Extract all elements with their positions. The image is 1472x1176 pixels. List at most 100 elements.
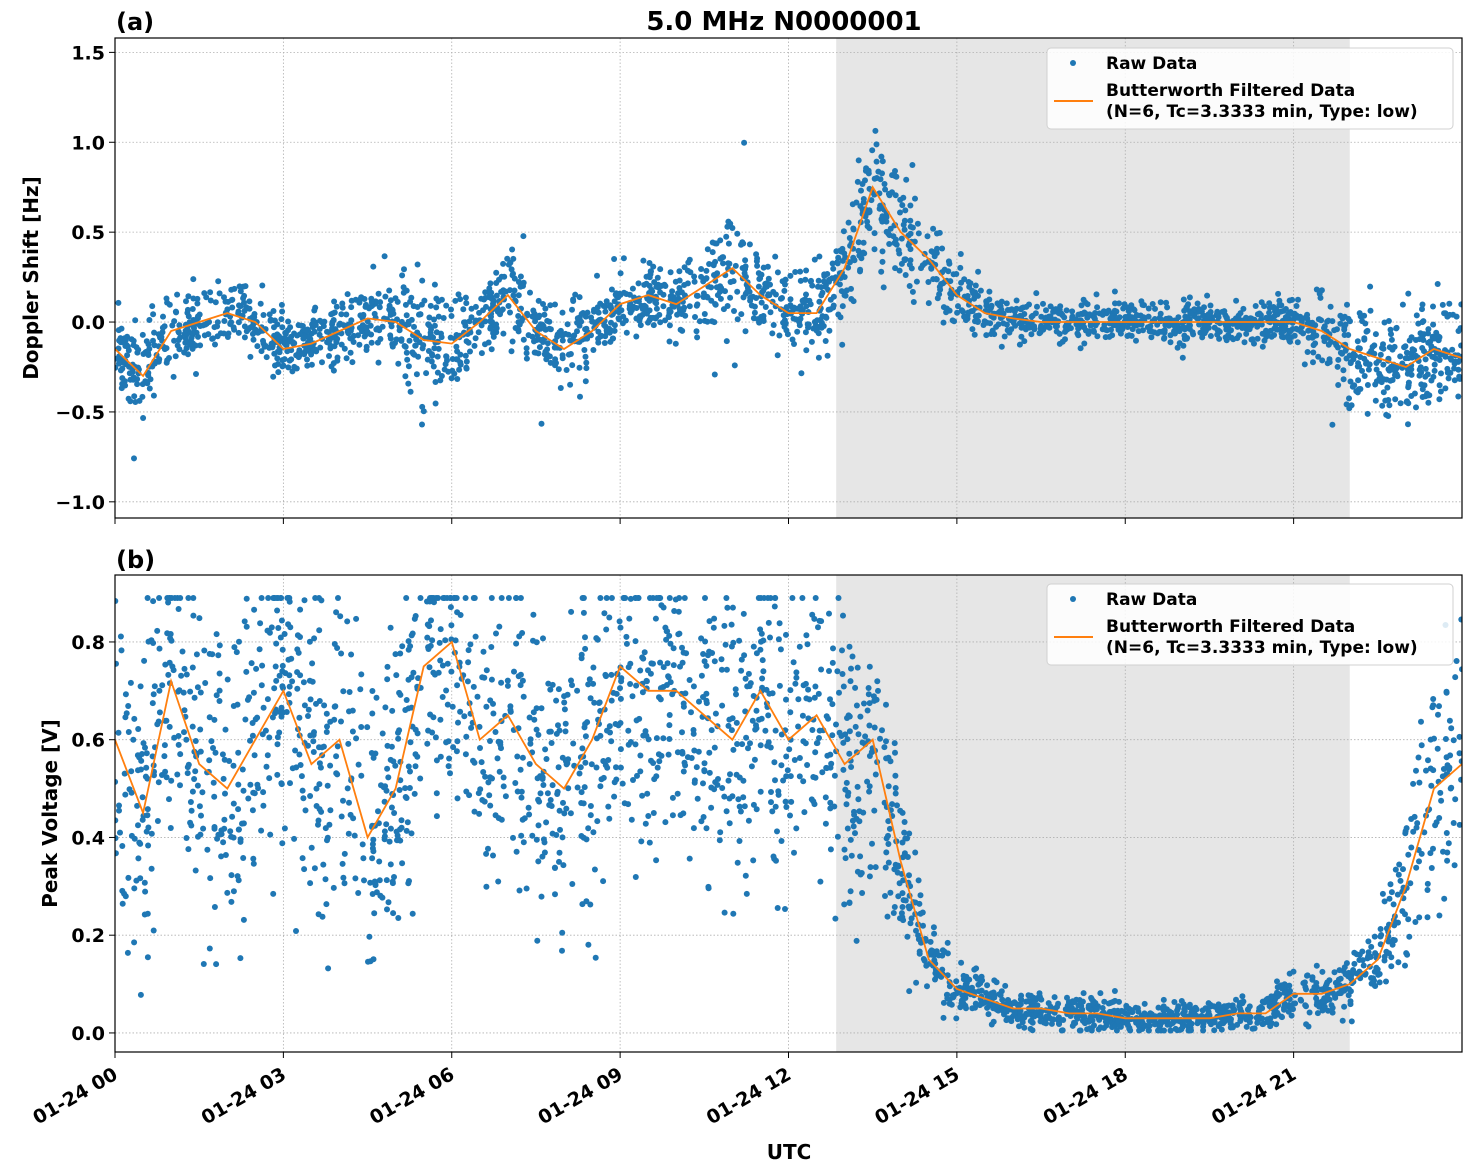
raw-data-point (520, 233, 526, 239)
raw-data-point (737, 804, 743, 810)
raw-data-point (723, 234, 729, 240)
raw-data-point (545, 340, 551, 346)
raw-data-point (743, 328, 749, 334)
raw-data-point (972, 318, 978, 324)
raw-data-point (1443, 736, 1449, 742)
raw-data-point (650, 264, 656, 270)
raw-data-point (776, 636, 782, 642)
raw-data-point (1338, 350, 1344, 356)
raw-data-point (151, 393, 157, 399)
raw-data-point (812, 684, 818, 690)
raw-data-point (725, 303, 731, 309)
raw-data-point (363, 304, 369, 310)
raw-data-point (912, 850, 918, 856)
raw-data-point (493, 631, 499, 637)
raw-data-point (157, 709, 163, 715)
raw-data-point (1285, 335, 1291, 341)
raw-data-point (803, 292, 809, 298)
raw-data-point (299, 323, 305, 329)
raw-data-point (172, 595, 178, 601)
raw-data-point (265, 752, 271, 758)
raw-data-point (647, 840, 653, 846)
raw-data-point (654, 735, 660, 741)
raw-data-point (337, 613, 343, 619)
raw-data-point (892, 750, 898, 756)
raw-data-point (1145, 324, 1151, 330)
raw-data-point (1405, 400, 1411, 406)
raw-data-point (679, 645, 685, 651)
raw-data-point (536, 298, 542, 304)
raw-data-point (874, 141, 880, 147)
raw-data-point (667, 322, 673, 328)
raw-data-point (577, 394, 583, 400)
raw-data-point (730, 747, 736, 753)
raw-data-point (953, 271, 959, 277)
raw-data-point (726, 723, 732, 729)
raw-data-point (765, 264, 771, 270)
raw-data-point (1400, 866, 1406, 872)
raw-data-point (594, 273, 600, 279)
raw-data-point (832, 916, 838, 922)
raw-data-point (440, 595, 446, 601)
y-tick-label: −1.0 (55, 492, 105, 514)
raw-data-point (1125, 1011, 1131, 1017)
raw-data-point (187, 341, 193, 347)
raw-data-point (514, 849, 520, 855)
raw-data-point (506, 262, 512, 268)
raw-data-point (793, 316, 799, 322)
raw-data-point (382, 294, 388, 300)
raw-data-point (360, 855, 366, 861)
raw-data-point (1081, 310, 1087, 316)
raw-data-point (1152, 1021, 1158, 1027)
raw-data-point (694, 764, 700, 770)
raw-data-point (516, 633, 522, 639)
raw-data-point (821, 279, 827, 285)
raw-data-point (866, 789, 872, 795)
raw-data-point (759, 300, 765, 306)
raw-data-point (682, 313, 688, 319)
raw-data-point (424, 741, 430, 747)
raw-data-point (463, 734, 469, 740)
raw-data-point (224, 306, 230, 312)
raw-data-point (250, 807, 256, 813)
raw-data-point (318, 597, 324, 603)
raw-data-point (666, 752, 672, 758)
raw-data-point (405, 381, 411, 387)
raw-data-point (414, 371, 420, 377)
raw-data-point (351, 333, 357, 339)
raw-data-point (1002, 334, 1008, 340)
raw-data-point (401, 266, 407, 272)
raw-data-point (627, 681, 633, 687)
raw-data-point (864, 779, 870, 785)
raw-data-point (1325, 360, 1331, 366)
raw-data-point (247, 782, 253, 788)
raw-data-point (221, 817, 227, 823)
raw-data-point (857, 267, 863, 273)
raw-data-point (828, 846, 834, 852)
raw-data-point (297, 331, 303, 337)
raw-data-point (260, 789, 266, 795)
raw-data-point (320, 862, 326, 868)
raw-data-point (960, 309, 966, 315)
raw-data-point (126, 396, 132, 402)
raw-data-point (448, 622, 454, 628)
raw-data-point (574, 688, 580, 694)
raw-data-point (531, 338, 537, 344)
raw-data-point (125, 950, 131, 956)
raw-data-point (850, 654, 856, 660)
raw-data-point (758, 639, 764, 645)
raw-data-point (135, 347, 141, 353)
raw-data-point (231, 801, 237, 807)
raw-data-point (1381, 389, 1387, 395)
raw-data-point (222, 757, 228, 763)
raw-data-point (1040, 301, 1046, 307)
raw-data-point (568, 351, 574, 357)
raw-data-point (546, 729, 552, 735)
raw-data-point (695, 293, 701, 299)
raw-data-point (1094, 320, 1100, 326)
raw-data-point (196, 615, 202, 621)
raw-data-point (601, 775, 607, 781)
raw-data-point (1071, 999, 1077, 1005)
raw-data-point (606, 816, 612, 822)
